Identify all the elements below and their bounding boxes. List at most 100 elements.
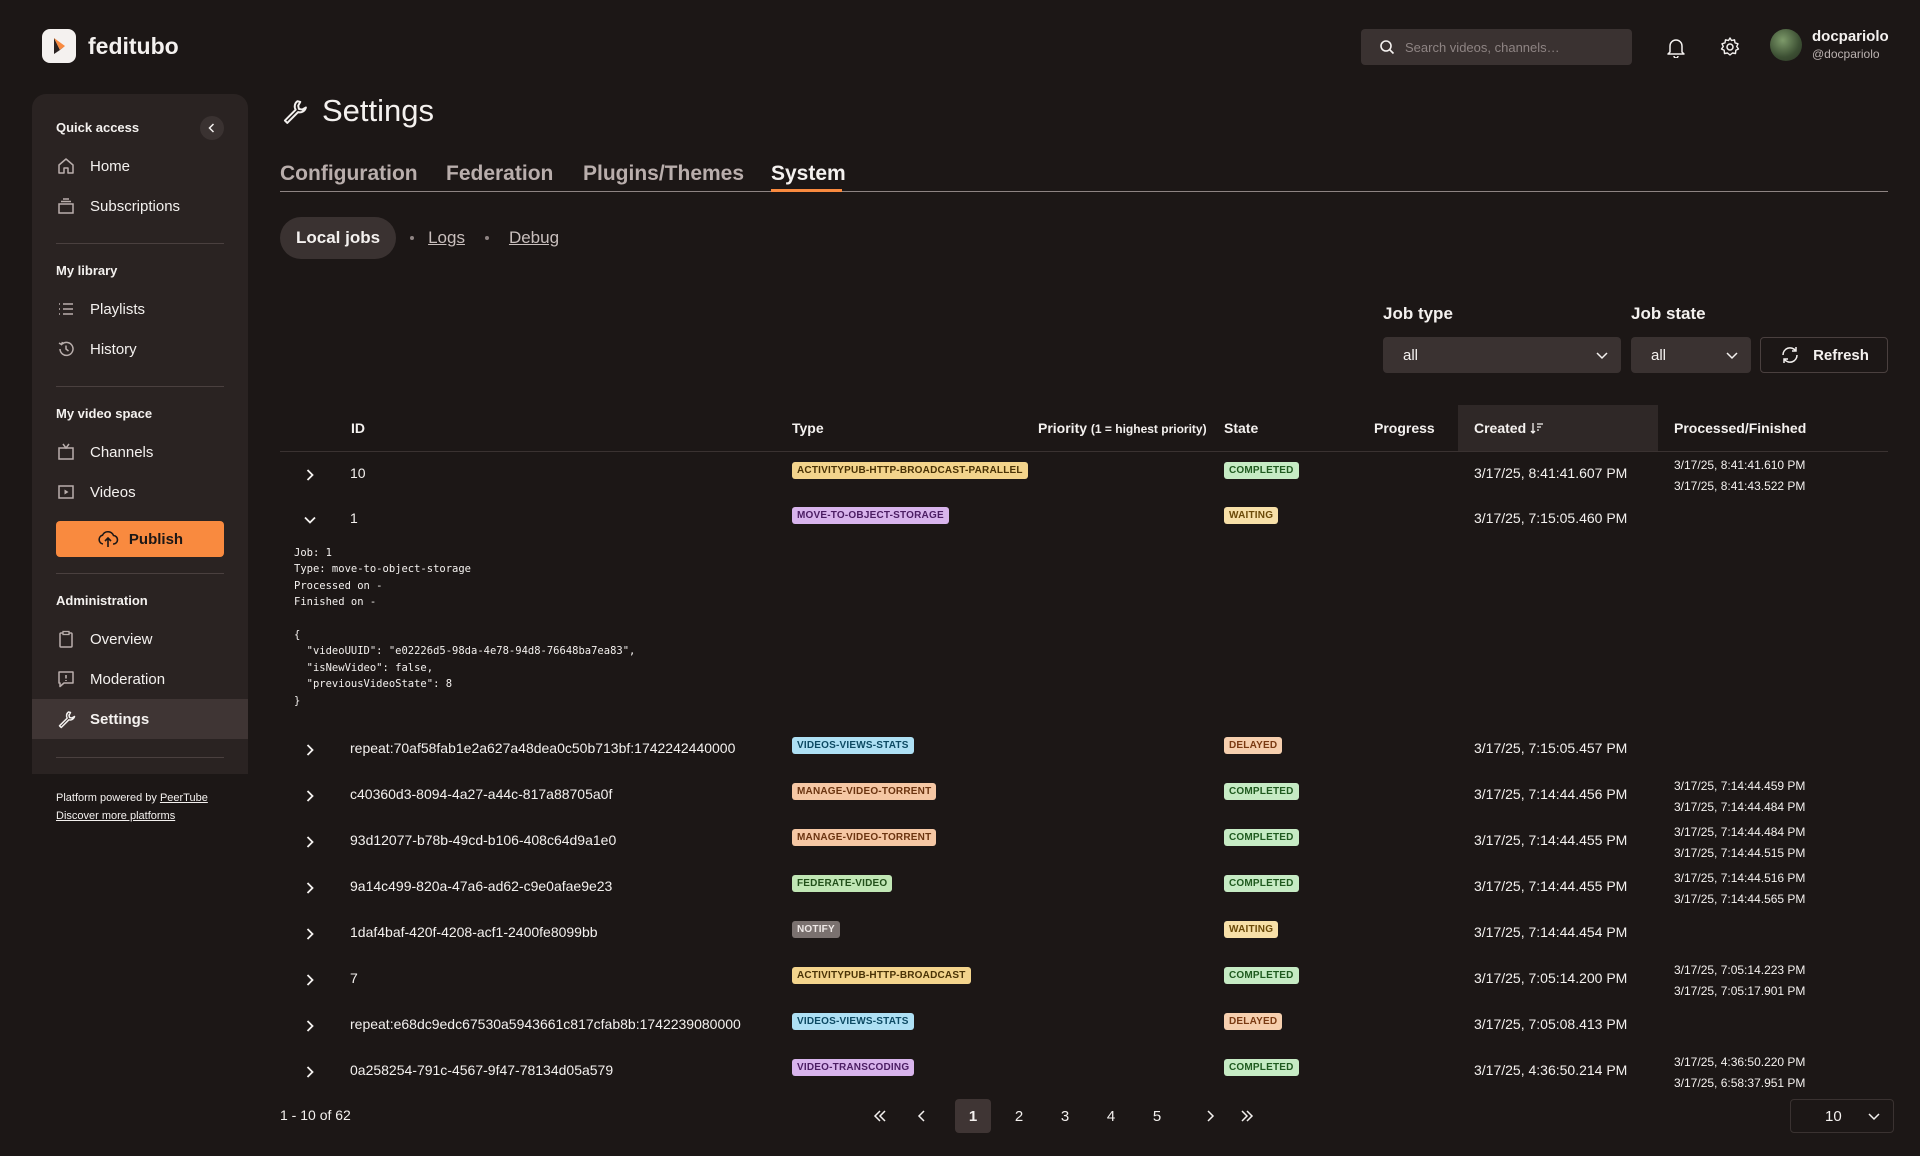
job-type-value: all	[1403, 346, 1419, 364]
page-title: Settings	[280, 93, 434, 129]
channel-tv-icon	[56, 442, 76, 462]
job-type-select[interactable]: all	[1383, 337, 1621, 373]
column-header-progress[interactable]: Progress	[1374, 420, 1435, 436]
sidebar-item-moderation[interactable]: Moderation	[32, 659, 248, 699]
chevron-right-icon[interactable]	[300, 465, 320, 485]
peertube-link[interactable]: PeerTube	[159, 792, 208, 804]
page-title-text: Settings	[322, 93, 435, 128]
sidebar-item-home[interactable]: Home	[32, 146, 248, 186]
page-1-button[interactable]: 1	[955, 1099, 991, 1133]
chevron-right-icon[interactable]	[300, 1062, 320, 1082]
sidebar-item-subscriptions[interactable]: Subscriptions	[32, 186, 248, 226]
job-processed-on: 3/17/25, 7:05:14.223 PM	[1674, 963, 1806, 977]
job-state-badge: WAITING	[1224, 507, 1279, 524]
subnav-local-jobs[interactable]: Local jobs	[280, 217, 397, 259]
search-input[interactable]	[1405, 39, 1625, 55]
sidebar-divider	[56, 573, 224, 574]
column-header-priority[interactable]: Priority (1 = highest priority)	[1038, 420, 1207, 436]
chevron-down-icon[interactable]	[300, 510, 320, 530]
sidebar-item-channels[interactable]: Channels	[32, 432, 248, 472]
job-created: 3/17/25, 7:15:05.457 PM	[1474, 740, 1628, 756]
job-created: 3/17/25, 7:14:44.455 PM	[1474, 832, 1628, 848]
chevron-right-icon[interactable]	[300, 832, 320, 852]
chevron-right-icon[interactable]	[300, 924, 320, 944]
notifications-bell-icon[interactable]	[1662, 33, 1690, 61]
discover-platforms: Discover more platforms	[56, 810, 175, 822]
tab-plugins-themes[interactable]: Plugins/Themes	[583, 162, 745, 185]
wrench-icon	[283, 100, 307, 124]
previous-page-button[interactable]	[912, 1099, 932, 1133]
chevron-right-icon[interactable]	[300, 970, 320, 990]
sort-descending-icon	[1530, 423, 1544, 434]
page-2-button[interactable]: 2	[1014, 1107, 1024, 1125]
sidebar-item-playlists[interactable]: Playlists	[32, 289, 248, 329]
chevron-right-icon[interactable]	[300, 786, 320, 806]
subnav-logs[interactable]: Logs	[428, 228, 465, 247]
gear-icon[interactable]	[1716, 33, 1744, 61]
sidebar-item-label: Settings	[90, 710, 150, 728]
job-created: 3/17/25, 7:05:14.200 PM	[1474, 970, 1628, 986]
job-id: repeat:70af58fab1e2a627a48dea0c50b713bf:…	[350, 740, 736, 756]
sidebar-section-my-library: My library	[56, 263, 118, 278]
job-state-badge: COMPLETED	[1224, 783, 1299, 800]
search-box[interactable]	[1361, 29, 1632, 65]
column-header-processed-finished[interactable]: Processed/Finished	[1674, 420, 1807, 436]
sidebar-item-overview[interactable]: Overview	[32, 619, 248, 659]
system-subnav: Local jobs Logs Debug	[280, 217, 559, 259]
chevron-right-icon[interactable]	[300, 1016, 320, 1036]
rows-per-page-select[interactable]: 10	[1790, 1099, 1894, 1133]
tab-configuration[interactable]: Configuration	[280, 162, 418, 185]
page-3-button[interactable]: 3	[1060, 1107, 1070, 1125]
app-name: feditubo	[88, 32, 179, 59]
chevron-right-icon[interactable]	[300, 878, 320, 898]
job-detail-text: Job: 1 Type: move-to-object-storage Proc…	[294, 547, 636, 707]
user-menu[interactable]: docpariolo @docpariolo	[1770, 28, 1889, 61]
playlist-icon	[56, 299, 76, 319]
job-id: c40360d3-8094-4a27-a44c-817a88705a0f	[350, 786, 613, 802]
job-type-badge: ACTIVITYPUB-HTTP-BROADCAST	[792, 967, 971, 984]
column-header-state[interactable]: State	[1224, 420, 1259, 436]
job-finished-on: 3/17/25, 6:58:37.951 PM	[1674, 1076, 1806, 1090]
first-page-button[interactable]	[870, 1099, 890, 1133]
app-logo[interactable]: feditubo	[42, 29, 179, 63]
sidebar-divider	[56, 757, 224, 758]
column-header-created[interactable]: Created	[1474, 420, 1544, 436]
discover-platforms-link[interactable]: Discover more platforms	[56, 810, 176, 822]
subnav-debug[interactable]: Debug	[508, 228, 560, 247]
chevron-down-icon	[1726, 352, 1738, 360]
job-state-badge: COMPLETED	[1224, 462, 1299, 479]
job-created: 3/17/25, 7:14:44.455 PM	[1474, 878, 1628, 894]
column-header-id[interactable]: ID	[351, 420, 365, 436]
job-state-select[interactable]: all	[1631, 337, 1751, 373]
job-state-badge: COMPLETED	[1224, 967, 1299, 984]
home-icon	[56, 156, 76, 176]
job-id: 1	[350, 510, 358, 526]
active-tab-indicator	[771, 189, 842, 192]
job-finished-on: 3/17/25, 8:41:43.522 PM	[1674, 479, 1806, 493]
sidebar-item-label: Home	[90, 157, 131, 175]
publish-button[interactable]: Publish	[56, 521, 224, 557]
next-page-button[interactable]	[1200, 1099, 1220, 1133]
page-5-button[interactable]: 5	[1152, 1107, 1162, 1125]
page-4-button[interactable]: 4	[1106, 1107, 1116, 1125]
chevron-right-icon[interactable]	[300, 740, 320, 760]
sidebar-section-quick-access: Quick access	[56, 120, 140, 135]
sidebar-divider	[56, 243, 224, 244]
refresh-button[interactable]: Refresh	[1760, 337, 1888, 373]
sidebar-item-label: Playlists	[90, 300, 146, 318]
job-id: 0a258254-791c-4567-9f47-78134d05a579	[350, 1062, 614, 1078]
column-header-type[interactable]: Type	[792, 420, 824, 436]
collapse-sidebar-button[interactable]	[200, 116, 224, 140]
job-type-badge: VIDEO-TRANSCODING	[792, 1059, 915, 1076]
upload-cloud-icon	[98, 531, 119, 547]
job-type-badge: MANAGE-VIDEO-TORRENT	[792, 783, 937, 800]
tab-federation[interactable]: Federation	[446, 162, 554, 185]
sidebar-item-settings[interactable]: Settings	[32, 699, 248, 739]
chevron-down-icon	[1596, 352, 1608, 360]
sidebar-item-videos[interactable]: Videos	[32, 472, 248, 512]
last-page-button[interactable]	[1237, 1099, 1257, 1133]
sidebar-item-history[interactable]: History	[32, 329, 248, 369]
tab-system[interactable]: System	[771, 162, 846, 185]
job-type-badge: FEDERATE-VIDEO	[792, 875, 893, 892]
settings-tabs: Configuration Federation Plugins/Themes …	[280, 160, 1888, 192]
